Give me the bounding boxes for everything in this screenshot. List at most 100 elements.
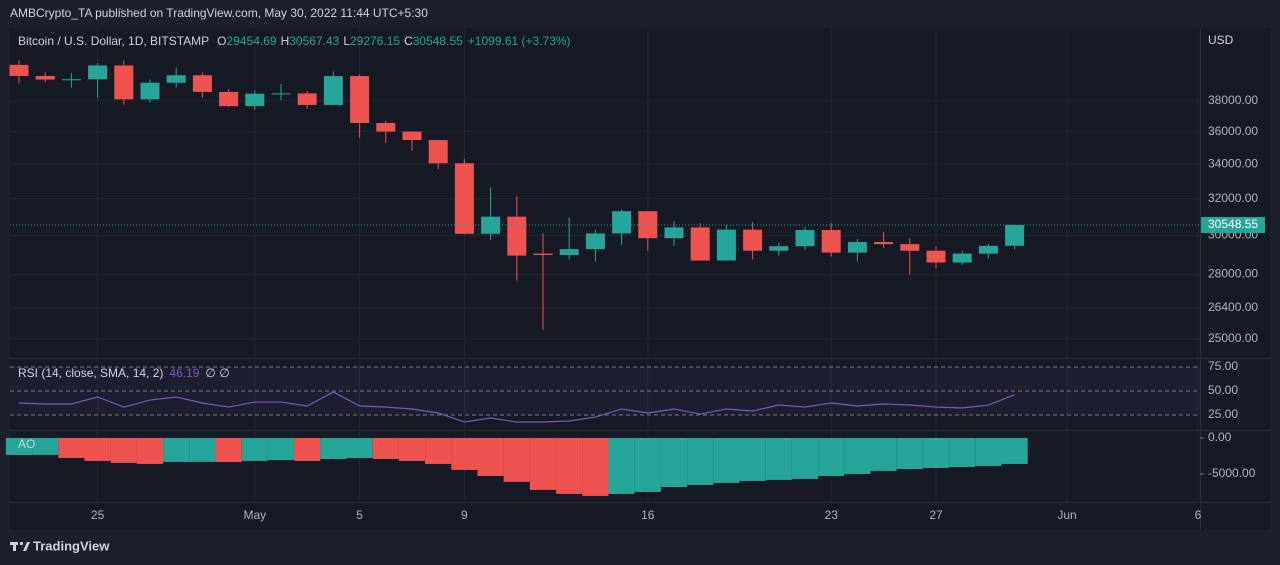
candle-body — [297, 93, 317, 105]
candle-body — [926, 250, 946, 263]
candle-body — [219, 91, 239, 107]
ao-bar — [1001, 437, 1028, 464]
x-tick-label: 9 — [461, 508, 468, 522]
candle-body — [716, 229, 736, 261]
brand: TradingView — [33, 538, 110, 553]
legend-value: 30567.43 — [289, 34, 339, 48]
candle-body — [1005, 225, 1025, 246]
indicator-name: AO — [18, 437, 35, 451]
x-tick-label: May — [243, 508, 266, 522]
change: +1099.61 (+3.73%) — [468, 34, 571, 48]
ao-bar — [110, 437, 137, 463]
y-tick-label: 32000.00 — [1208, 191, 1258, 205]
ao-bar — [136, 437, 164, 464]
legend-value: 29454.69 — [227, 34, 277, 48]
candle-body — [350, 76, 370, 123]
brand-logo — [10, 541, 30, 551]
candle-body — [743, 229, 763, 251]
y-tick-label: 50.00 — [1208, 383, 1238, 397]
logo-part — [23, 542, 30, 551]
ao-bar — [949, 437, 976, 467]
candle-body — [402, 131, 422, 141]
ao-bar — [922, 437, 950, 468]
candle-body — [271, 93, 291, 95]
last-price-label: 30548.55 — [1208, 217, 1258, 231]
ao-bar — [451, 437, 478, 470]
ao-bar — [765, 437, 792, 480]
candle-body — [454, 163, 474, 234]
ao-bar — [844, 437, 871, 474]
candle-body — [821, 230, 841, 253]
y-tick-label: 28000.00 — [1208, 267, 1258, 281]
indicator-name: RSI (14, close, SMA, 14, 2) — [18, 366, 163, 380]
ao-bar — [608, 437, 635, 494]
ao-bar — [346, 437, 373, 458]
candle-body — [140, 82, 160, 100]
ao-bar — [398, 437, 426, 461]
y-tick-label: 26400.00 — [1208, 300, 1258, 314]
candle-body — [35, 75, 55, 80]
ao-bar — [687, 437, 714, 485]
candle-body — [638, 211, 658, 239]
candle-body — [192, 75, 212, 92]
y-tick-label: 0.00 — [1208, 430, 1232, 444]
candle-body — [690, 227, 710, 261]
ao-bar — [163, 437, 190, 462]
candle-body — [612, 211, 632, 234]
y-tick-label: -5000.00 — [1208, 466, 1256, 480]
ao-bar — [5, 437, 33, 455]
candle-body — [61, 79, 81, 81]
last-price-box — [1201, 217, 1265, 234]
candle-body — [507, 216, 527, 256]
indicator-extra: ∅ ∅ — [205, 366, 229, 380]
ao-bar — [477, 437, 504, 476]
ao-legend: AO — [18, 437, 35, 451]
marks — [5, 60, 1200, 496]
ao-bar — [818, 437, 845, 476]
legend-letter: H — [281, 34, 290, 48]
ao-bar — [267, 437, 295, 460]
candle-body — [9, 64, 29, 76]
ao-bar — [529, 437, 557, 490]
logo-part — [19, 541, 24, 546]
y-tick-label: 36000.00 — [1208, 124, 1258, 138]
ao-bar — [975, 437, 1002, 466]
labels: 25 May 5 9 16 23 27 Jun 6 38000.00 36000.00 34000.0… — [91, 93, 1265, 522]
ao-bar — [503, 437, 530, 482]
ao-bar — [896, 437, 923, 469]
x-tick-label: 16 — [641, 508, 655, 522]
legend-value: 30548.55 — [413, 34, 463, 48]
ao-bar — [294, 437, 321, 461]
legend-letter: C — [404, 34, 413, 48]
candle-body — [559, 249, 579, 255]
ao-bar — [215, 437, 242, 462]
ao-bar — [713, 437, 740, 483]
candle-body — [376, 122, 396, 132]
candle-body — [533, 253, 553, 255]
candle-body — [978, 245, 998, 254]
chart-title: AMBCrypto_TA published on TradingView.co… — [10, 6, 428, 20]
ao-bar — [660, 437, 688, 487]
ao-bar — [58, 437, 85, 458]
ao-bar — [372, 437, 399, 459]
ao-bar — [32, 437, 59, 455]
rsi-legend: RSI (14, close, SMA, 14, 2) 46.19 ∅ ∅ — [18, 366, 230, 380]
candle-body — [900, 244, 920, 251]
legend-letter: O — [217, 34, 226, 48]
candle-body — [88, 65, 108, 80]
ao-bar — [791, 437, 819, 479]
candle-body — [952, 253, 972, 263]
legend-letter: L — [343, 34, 350, 48]
x-tick-label: 25 — [91, 508, 105, 522]
candle-body — [769, 246, 789, 251]
ao-bar — [320, 437, 347, 459]
ao-bar — [189, 437, 216, 462]
indicator-value: 46.19 — [169, 366, 199, 380]
candle-body — [428, 140, 448, 164]
currency-label: USD — [1208, 33, 1234, 47]
y-tick-label: 38000.00 — [1208, 93, 1258, 107]
ao-bar — [84, 437, 111, 461]
symbol-legend: Bitcoin / U.S. Dollar, 1D, BITSTAMP O2945… — [18, 34, 571, 48]
candle-body — [245, 93, 265, 107]
